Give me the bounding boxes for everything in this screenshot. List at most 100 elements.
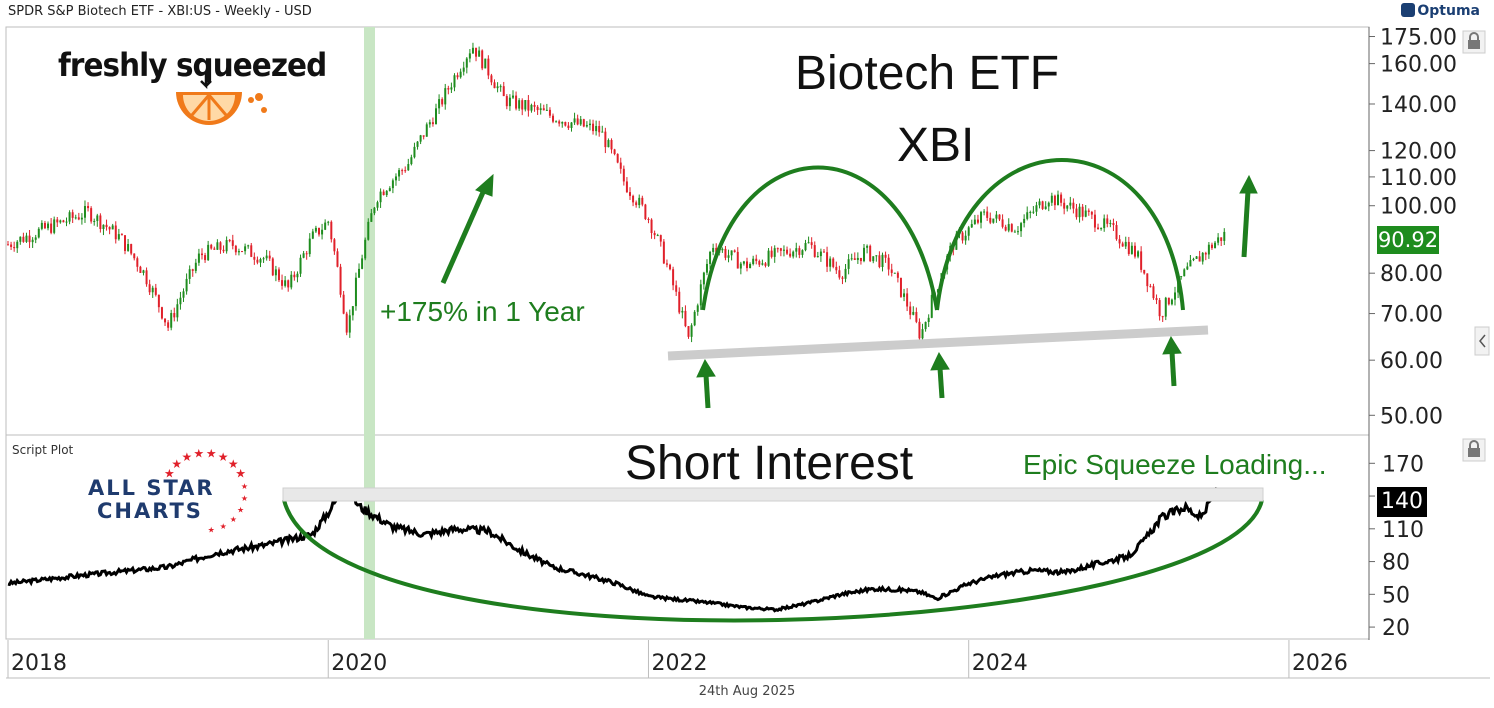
price-candle [1081, 203, 1084, 221]
price-candle [142, 269, 145, 276]
price-candle [62, 219, 65, 223]
price-candle [1192, 257, 1195, 262]
rally-arrow-shaft [440, 188, 487, 285]
price-candle [348, 309, 351, 338]
price-candle [579, 115, 582, 126]
price-candle [672, 266, 675, 291]
price-candle [1124, 236, 1127, 250]
price-candle [779, 247, 782, 257]
price-candle [330, 220, 333, 243]
price-candle [499, 84, 502, 92]
price-candle [872, 256, 875, 264]
price-candle [459, 68, 462, 79]
price-candle [1214, 240, 1217, 249]
price-candle [681, 307, 684, 319]
lock-icon-price[interactable] [1462, 30, 1486, 54]
price-candle [856, 252, 859, 264]
price-candle [909, 301, 912, 320]
price-candle [798, 245, 801, 259]
price-candle [893, 272, 896, 274]
price-candle [527, 95, 530, 117]
price-candle [850, 253, 853, 261]
price-candle [490, 73, 493, 86]
price-candle [782, 245, 785, 257]
price-candle [927, 314, 930, 327]
price-candle [770, 246, 773, 259]
price-candle [835, 261, 838, 274]
price-candle [653, 230, 656, 240]
price-candle [669, 263, 672, 271]
price-candle [727, 249, 730, 263]
star-icon: ★ [206, 446, 217, 460]
collapse-panel-chevron-icon[interactable] [1474, 326, 1490, 356]
price-candle [164, 318, 167, 327]
price-candle [117, 228, 120, 241]
price-candle [721, 247, 724, 253]
price-candle [53, 216, 56, 235]
price-candle [111, 223, 114, 230]
price-candle [465, 57, 468, 74]
price-candle [1180, 275, 1183, 280]
price-candle [755, 254, 758, 265]
price-candle [1210, 242, 1213, 250]
price-candle [333, 237, 336, 255]
price-candle [521, 98, 524, 116]
star-icon: ★ [241, 482, 248, 491]
price-candle [99, 213, 102, 233]
price-candle [268, 250, 271, 261]
price-candle [401, 168, 404, 175]
price-candle [216, 239, 219, 250]
price-y-tick-label: 100.00 [1380, 195, 1457, 220]
price-candle [1183, 268, 1186, 277]
price-candle [970, 219, 973, 228]
price-candle [1010, 223, 1013, 233]
price-candle [742, 260, 745, 266]
price-candle [690, 323, 693, 343]
price-candle [767, 247, 770, 267]
price-candle [247, 244, 250, 249]
price-candle [22, 232, 25, 243]
price-candle [1050, 192, 1053, 206]
price-candle [182, 288, 185, 302]
price-candle [231, 234, 234, 250]
price-candle [244, 243, 247, 255]
price-candle [1063, 198, 1066, 215]
price-candle [416, 141, 419, 150]
price-candle [822, 248, 825, 253]
si-y-tick-label: 110 [1382, 518, 1424, 543]
price-candle [207, 240, 210, 262]
price-candle [108, 226, 111, 235]
price-candle [881, 252, 884, 272]
price-candle [176, 298, 179, 322]
star-icon: ★ [218, 450, 229, 464]
support-trendline [667, 325, 1209, 361]
price-candle [635, 200, 638, 208]
price-candle [1127, 236, 1130, 256]
price-candle [1044, 201, 1047, 210]
price-candle [973, 214, 976, 225]
price-candle [1137, 250, 1140, 259]
price-candle [1223, 228, 1226, 246]
price-candle [379, 188, 382, 208]
price-candle [1084, 205, 1087, 218]
price-candle [761, 259, 764, 266]
rally-arrow-head [475, 173, 494, 197]
price-candle [314, 225, 317, 233]
price-candle [413, 142, 416, 159]
price-candle [1189, 255, 1192, 267]
price-candle [1072, 198, 1075, 214]
price-candle [154, 283, 157, 297]
price-candle [130, 243, 133, 256]
price-candle [1013, 229, 1016, 233]
price-candle [68, 210, 71, 225]
price-candle [924, 321, 927, 332]
price-candle [1100, 227, 1103, 231]
price-candle [619, 157, 622, 174]
price-candle [625, 177, 628, 194]
price-candle [859, 257, 862, 265]
price-candle [1041, 200, 1044, 211]
price-candle [539, 103, 542, 115]
lock-icon-script-plot[interactable] [1462, 438, 1486, 462]
price-candle [530, 103, 533, 113]
price-y-tick-label: 70.00 [1380, 303, 1443, 328]
